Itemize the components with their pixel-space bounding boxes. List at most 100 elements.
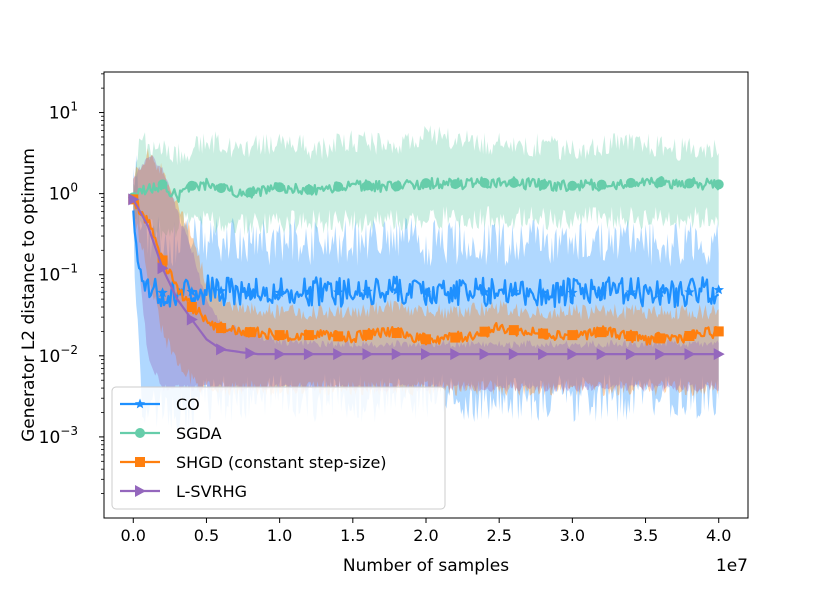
- legend-label-shgd-constant-step-size: SHGD (constant step-size): [176, 453, 387, 472]
- legend-box: [111, 386, 446, 510]
- marker-co: [684, 286, 695, 297]
- x-tick-label: 1.5: [340, 526, 365, 545]
- legend-label-l-svrhg: L-SVRHG: [176, 482, 247, 501]
- y-tick-label: 101: [49, 100, 78, 124]
- series-lines: [128, 176, 725, 361]
- series-line-shgd-constant-step-size: [132, 196, 720, 346]
- marker-l-svrhg: [538, 348, 550, 361]
- marker-co: [391, 285, 402, 295]
- marker-l-svrhg: [479, 348, 491, 361]
- x-axis-offset-label: 1e7: [716, 556, 748, 576]
- legend-marker-co: [134, 398, 146, 409]
- marker-sgda: [625, 177, 636, 188]
- marker-co: [215, 285, 227, 296]
- marker-sgda: [391, 181, 402, 192]
- legend-label-co: CO: [176, 395, 200, 414]
- marker-sgda: [186, 180, 197, 191]
- marker-sgda: [479, 177, 490, 188]
- legend-label-sgda: SGDA: [176, 424, 222, 443]
- marker-co: [333, 286, 344, 297]
- x-tick-label: 2.0: [413, 526, 438, 545]
- y-tick-label: 10−3: [39, 424, 78, 448]
- band-l-svrhg: [133, 155, 719, 393]
- marker-sgda: [538, 179, 549, 190]
- y-axis: 10−3 10−2 10−1 100 101: [39, 73, 104, 494]
- y-tick-label: 100: [49, 181, 78, 205]
- marker-co: [537, 287, 549, 298]
- marker-sgda: [713, 179, 724, 190]
- marker-l-svrhg: [274, 348, 286, 361]
- marker-shgd-constant-step-size: [508, 325, 519, 336]
- marker-co: [450, 287, 461, 298]
- x-tick-label: 1.0: [267, 526, 292, 545]
- marker-co: [420, 287, 432, 298]
- marker-l-svrhg: [421, 348, 432, 361]
- marker-shgd-constant-step-size: [596, 327, 607, 338]
- marker-l-svrhg: [684, 348, 696, 361]
- marker-shgd-constant-step-size: [567, 330, 578, 341]
- marker-shgd-constant-step-size: [245, 327, 256, 338]
- marker-sgda: [567, 180, 578, 191]
- marker-shgd-constant-step-size: [157, 255, 168, 266]
- marker-l-svrhg: [596, 348, 608, 361]
- marker-sgda: [216, 183, 227, 194]
- marker-shgd-constant-step-size: [216, 323, 227, 334]
- marker-shgd-constant-step-size: [625, 331, 636, 342]
- y-tick-label: 10−1: [39, 262, 78, 286]
- marker-sgda: [303, 184, 314, 195]
- marker-co: [274, 287, 285, 298]
- legend: CO SGDA SHGD (constant step-size) L-SVRHG: [111, 386, 446, 510]
- marker-sgda: [450, 179, 461, 190]
- y-tick-label: 10−2: [39, 343, 78, 367]
- marker-sgda: [508, 177, 519, 188]
- marker-shgd-constant-step-size: [333, 331, 344, 342]
- marker-l-svrhg: [508, 348, 520, 361]
- legend-marker-l-svrhg: [135, 485, 146, 497]
- marker-l-svrhg: [245, 347, 257, 360]
- legend-marker-sgda: [135, 428, 145, 438]
- marker-sgda: [274, 182, 285, 193]
- marker-l-svrhg: [713, 348, 725, 361]
- x-axis-label: Number of samples: [343, 556, 509, 576]
- marker-shgd-constant-step-size: [421, 334, 431, 345]
- marker-l-svrhg: [303, 348, 315, 361]
- marker-l-svrhg: [128, 193, 140, 206]
- marker-shgd-constant-step-size: [303, 330, 314, 341]
- x-tick-label: 0.0: [121, 526, 146, 545]
- x-tick-label: 0.5: [194, 526, 219, 545]
- marker-co: [303, 286, 315, 297]
- marker-shgd-constant-step-size: [713, 326, 724, 337]
- marker-sgda: [245, 187, 256, 198]
- marker-co: [186, 286, 197, 297]
- marker-sgda: [421, 178, 431, 189]
- marker-l-svrhg: [186, 313, 198, 326]
- marker-l-svrhg: [362, 348, 374, 361]
- legend-marker-shgd-constant-step-size: [135, 457, 145, 467]
- marker-shgd-constant-step-size: [186, 301, 197, 312]
- series-line-co: [132, 210, 719, 309]
- marker-shgd-constant-step-size: [450, 332, 461, 343]
- marker-co: [479, 286, 490, 297]
- marker-co: [596, 286, 607, 297]
- marker-co: [713, 284, 724, 295]
- marker-shgd-constant-step-size: [655, 333, 666, 344]
- x-tick-label: 3.0: [560, 526, 585, 545]
- marker-l-svrhg: [567, 348, 579, 361]
- marker-l-svrhg: [450, 348, 462, 361]
- marker-shgd-constant-step-size: [684, 330, 695, 341]
- marker-sgda: [362, 180, 373, 191]
- x-tick-label: 2.5: [486, 526, 511, 545]
- marker-shgd-constant-step-size: [274, 330, 285, 341]
- marker-shgd-constant-step-size: [538, 328, 549, 339]
- marker-sgda: [157, 179, 168, 190]
- x-tick-label: 3.5: [633, 526, 658, 545]
- marker-co: [655, 287, 666, 298]
- x-tick-label: 4.0: [706, 526, 731, 545]
- marker-l-svrhg: [216, 343, 228, 356]
- marker-sgda: [684, 178, 695, 189]
- marker-sgda: [333, 181, 344, 192]
- marker-co: [157, 287, 168, 298]
- marker-co: [508, 286, 519, 297]
- marker-l-svrhg: [655, 348, 667, 361]
